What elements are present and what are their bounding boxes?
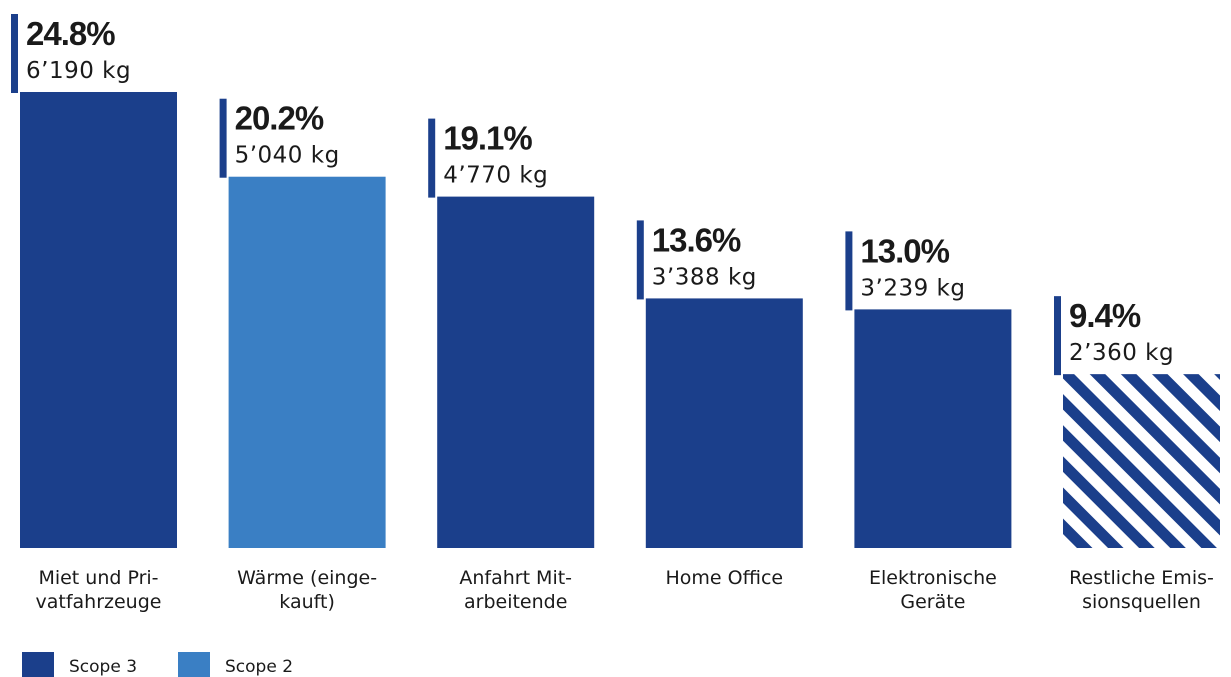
bar-group: 19.1% 4’770 kg Anfahrt Mit-arbeitende <box>428 119 594 613</box>
percent-label: 9.4% <box>1069 297 1141 334</box>
category-label: Home Office <box>665 567 783 589</box>
percent-label: 13.0% <box>860 232 949 269</box>
category-label: kauft) <box>279 591 335 613</box>
category-label: Geräte <box>900 591 965 613</box>
legend-label: Scope 2 <box>225 657 293 677</box>
value-label: 2’360 kg <box>1069 340 1174 366</box>
category-label: Wärme (einge- <box>237 567 377 589</box>
label-marker-line <box>637 220 644 299</box>
legend-item: Scope 3 <box>22 652 137 677</box>
legend-item: Scope 2 <box>178 652 293 677</box>
bar <box>20 92 177 548</box>
category-label: arbeitende <box>464 591 567 613</box>
bar <box>1063 374 1220 548</box>
percent-label: 20.2% <box>235 100 324 137</box>
label-marker-line <box>845 231 852 310</box>
bar-group: 9.4% 2’360 kg Restliche Emis-sionsquellen <box>1054 296 1220 613</box>
category-label: Restliche Emis- <box>1069 567 1214 589</box>
bar-group: 20.2% 5’040 kg Wärme (einge-kauft) <box>220 99 386 613</box>
label-marker-line <box>428 119 435 198</box>
category-label: vatfahrzeuge <box>36 591 162 613</box>
percent-label: 24.8% <box>26 15 115 52</box>
value-label: 3’388 kg <box>652 264 757 290</box>
percent-label: 19.1% <box>443 120 532 157</box>
bar <box>229 177 386 548</box>
label-marker-line <box>220 99 227 178</box>
legend: Scope 3 Scope 2 <box>22 652 293 677</box>
category-label: Anfahrt Mit- <box>459 567 572 589</box>
bar <box>437 197 594 548</box>
legend-swatch <box>178 652 210 677</box>
label-marker-line <box>1054 296 1061 375</box>
value-label: 4’770 kg <box>443 163 548 189</box>
legend-label: Scope 3 <box>69 657 137 677</box>
bar <box>646 298 803 548</box>
value-label: 6’190 kg <box>26 58 131 84</box>
value-label: 3’239 kg <box>860 275 965 301</box>
value-label: 5’040 kg <box>235 143 340 169</box>
bar-group: 13.6% 3’388 kg Home Office <box>637 220 803 589</box>
bar-group: 24.8% 6’190 kg Miet und Pri-vatfahrzeuge <box>11 14 177 613</box>
label-marker-line <box>11 14 18 93</box>
category-label: Miet und Pri- <box>38 567 158 589</box>
category-label: sionsquellen <box>1082 591 1201 613</box>
legend-swatch <box>22 652 54 677</box>
bars-group: 24.8% 6’190 kg Miet und Pri-vatfahrzeuge 20… <box>11 14 1220 613</box>
category-label: Elektronische <box>869 567 997 589</box>
percent-label: 13.6% <box>652 221 741 258</box>
bar <box>854 309 1011 548</box>
